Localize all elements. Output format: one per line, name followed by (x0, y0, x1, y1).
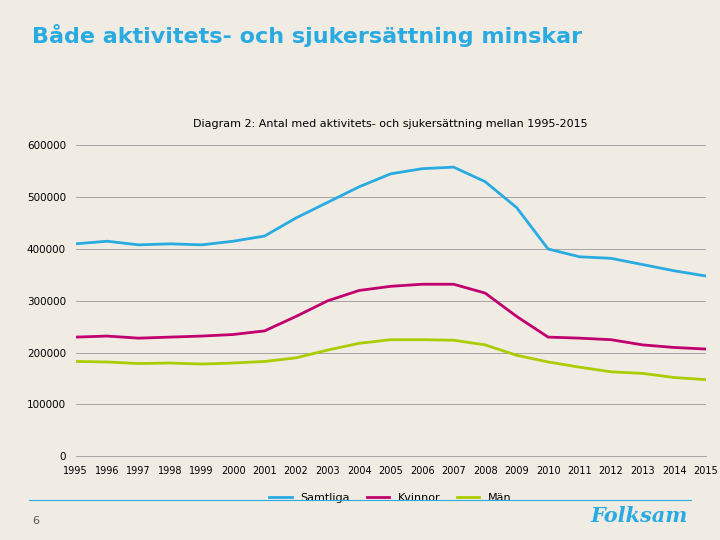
Title: Diagram 2: Antal med aktivitets- och sjukersättning mellan 1995-2015: Diagram 2: Antal med aktivitets- och sju… (193, 119, 588, 129)
Text: Både aktivitets- och sjukersättning minskar: Både aktivitets- och sjukersättning mins… (32, 24, 582, 48)
Text: 6: 6 (32, 516, 40, 526)
Legend: Samtliga, Kvinnor, Män: Samtliga, Kvinnor, Män (265, 488, 516, 507)
Text: Folksam: Folksam (590, 507, 688, 526)
